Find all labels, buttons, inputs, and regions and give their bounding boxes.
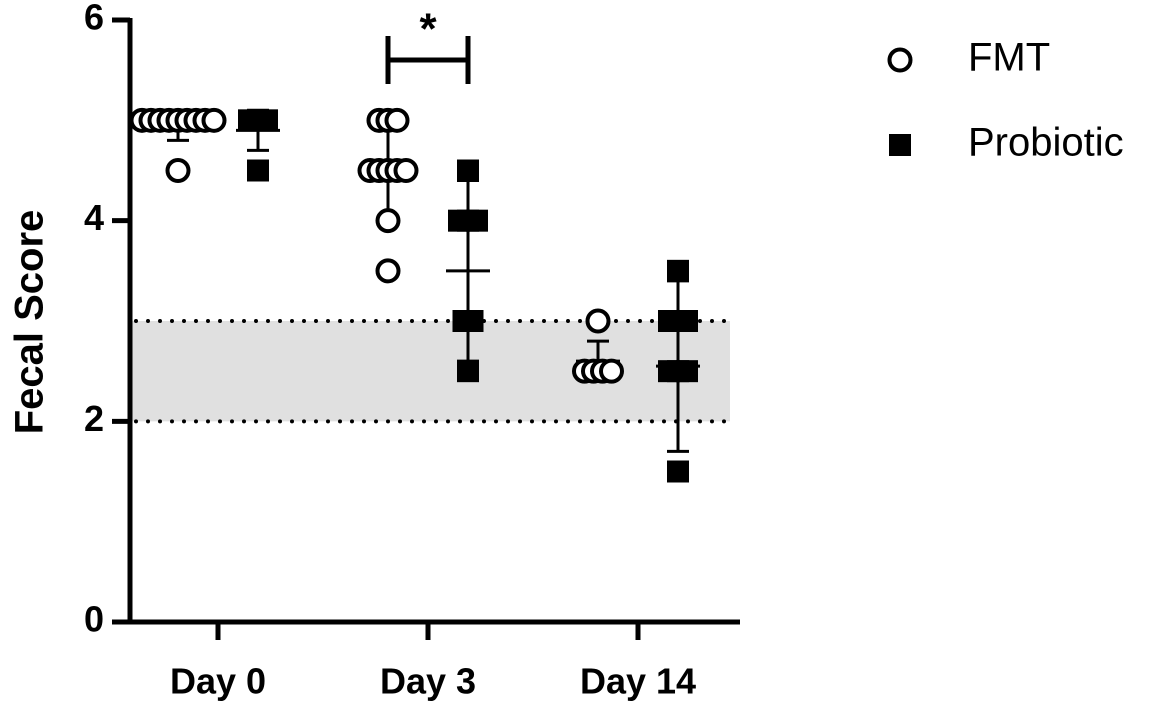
data-point [585, 308, 611, 334]
data-point [247, 159, 269, 182]
y-tick-label: 2 [84, 398, 104, 439]
data-point [461, 310, 484, 332]
data-point [667, 460, 689, 483]
data-point [375, 258, 401, 284]
data-point [256, 109, 278, 132]
data-point [384, 107, 410, 133]
data-point [667, 259, 689, 282]
data-point [466, 209, 488, 232]
data-point [457, 360, 479, 383]
y-axis-label: Fecal Score [8, 210, 52, 435]
y-tick-label: 6 [84, 0, 104, 38]
data-point [676, 360, 698, 383]
legend-label: FMT [968, 36, 1050, 80]
data-point [676, 310, 698, 332]
data-point [375, 208, 401, 234]
legend-item: FMT [887, 36, 1050, 80]
data-point [201, 107, 227, 133]
legend-item: Probiotic [889, 121, 1124, 165]
data-point [393, 158, 419, 183]
legend-marker [889, 134, 911, 156]
significance-label: * [419, 5, 437, 54]
y-tick-label: 4 [84, 197, 104, 238]
reference-band [130, 321, 730, 422]
x-tick-label: Day 3 [380, 661, 476, 702]
y-tick-label: 0 [84, 599, 104, 640]
x-tick-label: Day 14 [580, 661, 696, 702]
data-point [457, 159, 479, 182]
data-point [599, 358, 624, 384]
x-tick-label: Day 0 [170, 661, 266, 702]
legend-label: Probiotic [968, 121, 1124, 165]
legend-marker [887, 47, 913, 73]
data-point [165, 158, 191, 183]
